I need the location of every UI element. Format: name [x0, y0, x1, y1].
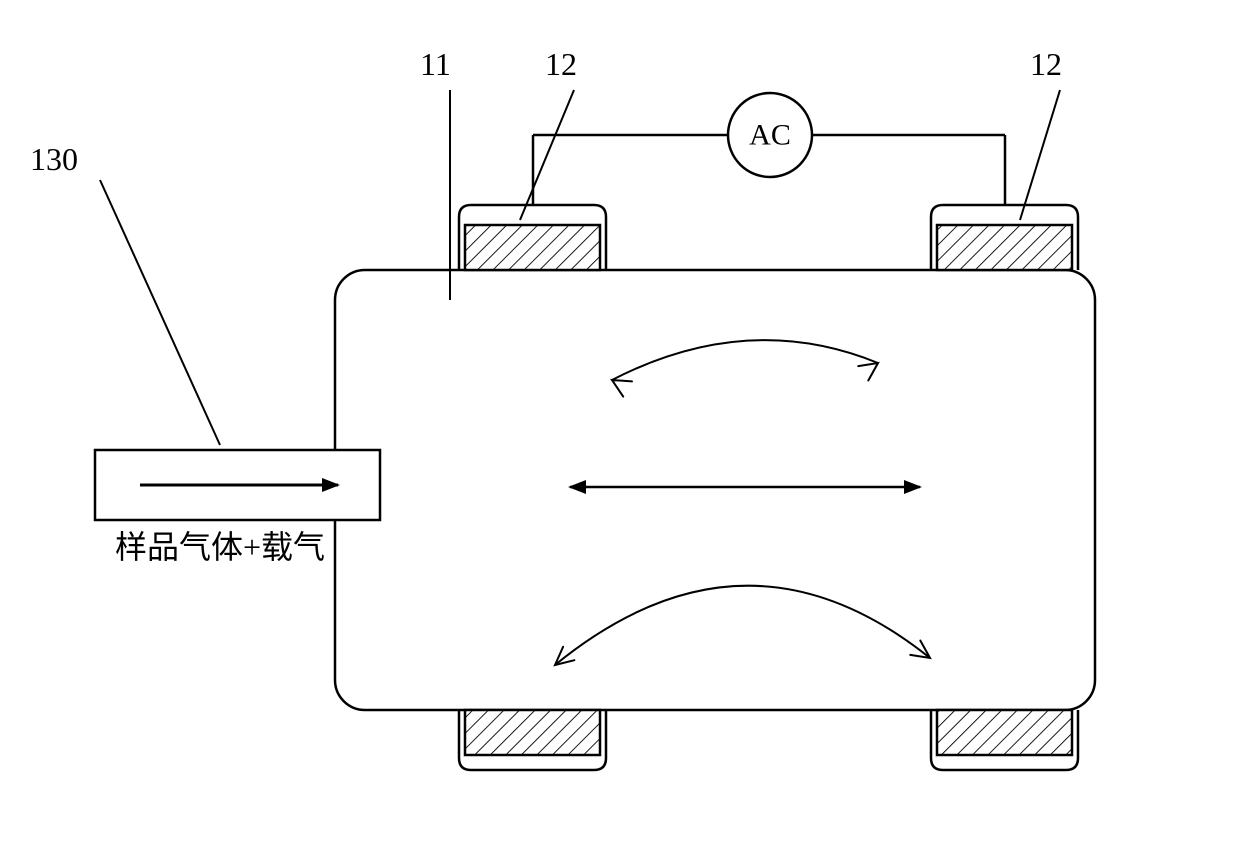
- flow-arc-bottom: [555, 586, 930, 665]
- electrode-top: [931, 205, 1078, 270]
- callout-c12b-label: 12: [1030, 46, 1062, 82]
- callout-c12a-label: 12: [545, 46, 577, 82]
- callout-c12b-leader: [1020, 90, 1060, 220]
- electrode-bottom: [459, 710, 606, 770]
- ac-label: AC: [749, 119, 791, 152]
- electrode-bottom: [931, 710, 1078, 770]
- electrode-top: [459, 205, 606, 270]
- callout-c130-leader: [100, 180, 220, 445]
- inlet-label: 样品气体+载气: [115, 529, 325, 565]
- arc-arrowhead: [612, 380, 632, 397]
- flow-arc-top: [612, 340, 878, 380]
- callout-c130-label: 130: [30, 141, 78, 177]
- callout-c12a-leader: [520, 90, 574, 220]
- callout-c11-label: 11: [420, 46, 451, 82]
- chamber-body: [335, 270, 1095, 710]
- arc-arrowhead: [858, 363, 878, 380]
